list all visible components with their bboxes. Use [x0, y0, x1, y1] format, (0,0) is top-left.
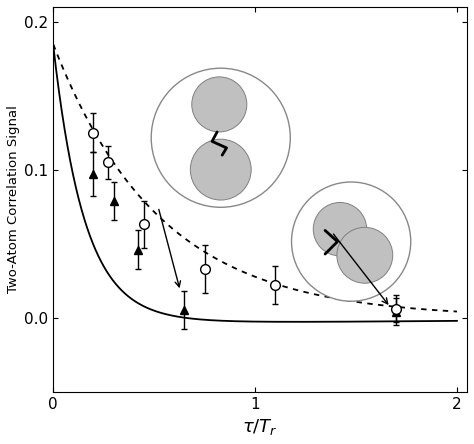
Y-axis label: Two-Atom Correlation Signal: Two-Atom Correlation Signal [7, 105, 20, 293]
X-axis label: $\tau/T_r$: $\tau/T_r$ [242, 417, 278, 437]
